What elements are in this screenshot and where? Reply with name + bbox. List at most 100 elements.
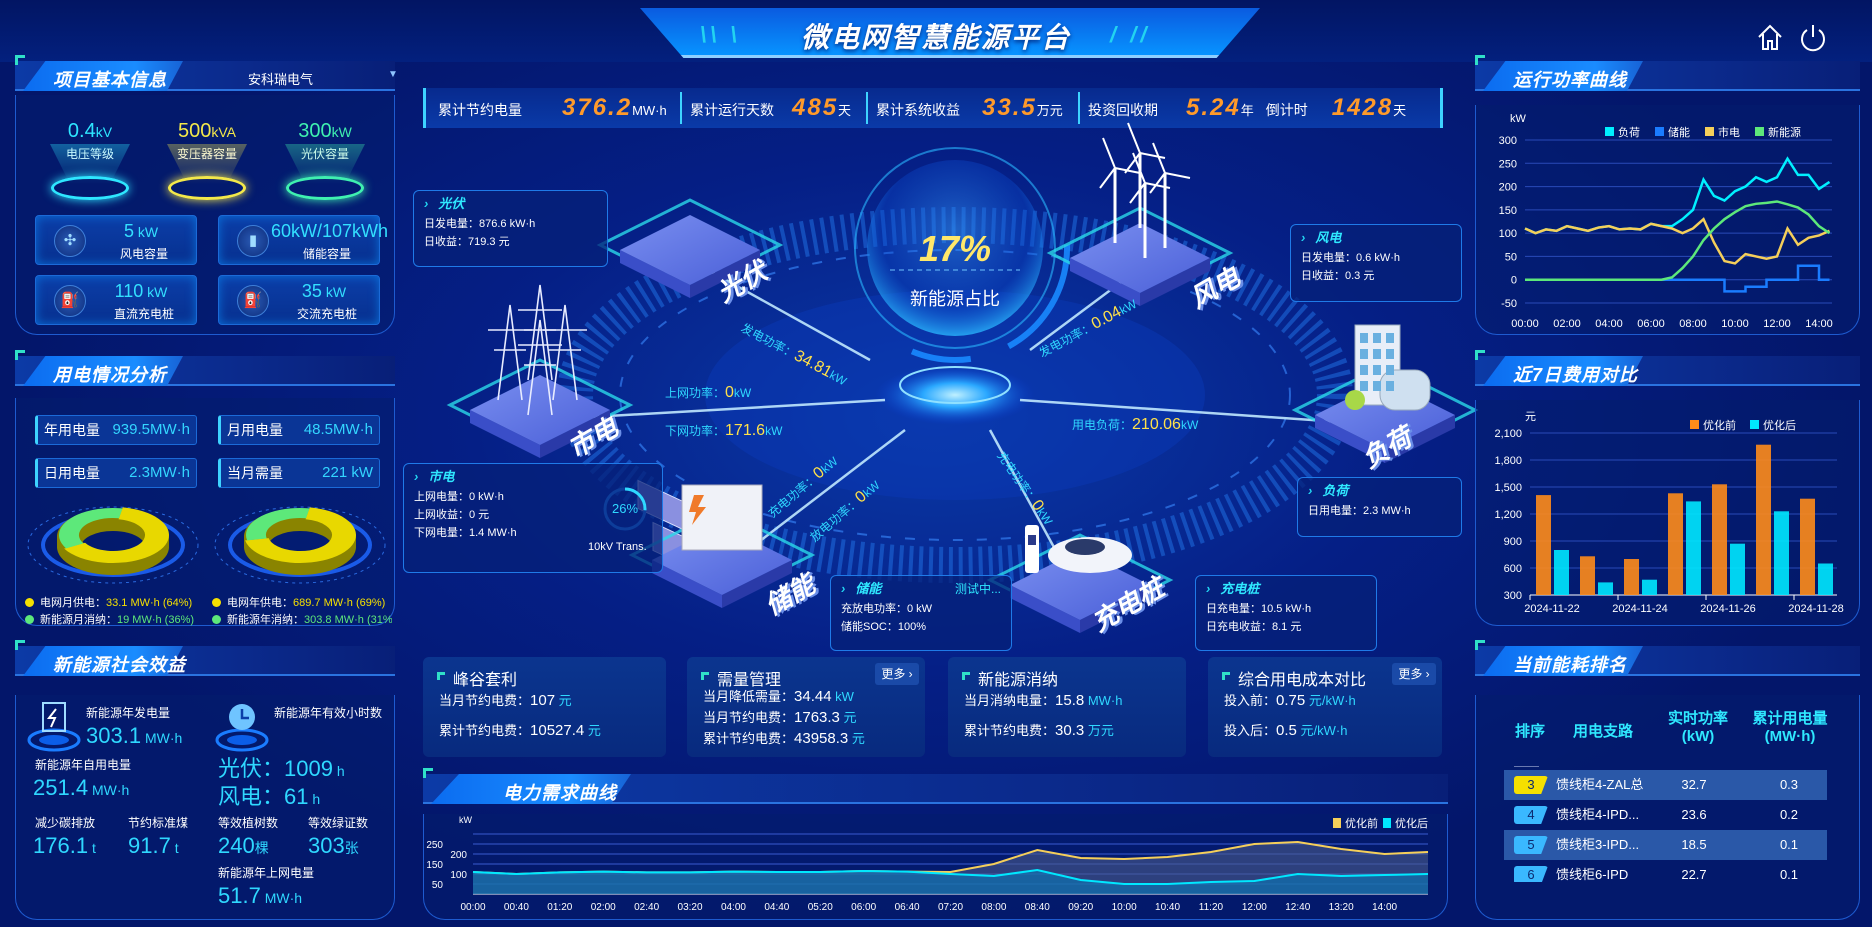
grid-info-box[interactable]: › 市电 上网电量：0 kW·h 上网收益：0 元下网电量：1.4 MW·h 26% …	[403, 463, 663, 573]
legend-label: 优化前	[1703, 418, 1736, 432]
platform-load	[1291, 324, 1479, 463]
donut-chart	[57, 507, 169, 575]
kpi-payback: 投资回收期 5.24年 倒计时 1428天	[1088, 94, 1407, 121]
charger-info-box[interactable]: › 充电桩 日充电量：10.5 kW·h 日充电收益：8.1 元	[1195, 575, 1377, 651]
capacity-box: ⛽ 110 kW 直流充电桩	[35, 275, 197, 325]
corner-icon	[701, 672, 709, 680]
home-icon[interactable]	[1755, 22, 1785, 52]
x-tick-label: 14:00	[1805, 318, 1833, 330]
col-rank: 排序	[1515, 723, 1546, 740]
y-tick-label: 300	[1504, 590, 1522, 602]
platform-charger	[986, 525, 1174, 633]
card-row: 累计节约电费：43958.3 元	[703, 730, 865, 747]
charger-icon	[1025, 525, 1039, 573]
rank-badge: 3	[1514, 776, 1548, 794]
storage-info-box[interactable]: › 储能 测试中... 充放电功率：0 kW 储能SOC：100%	[830, 575, 1012, 651]
legend-dot	[25, 615, 34, 624]
kpi-running-days: 累计运行天数 485天	[690, 94, 852, 121]
donut-base-dashed	[214, 506, 386, 584]
ranking-row[interactable]: 5 馈线柜3-IPD... 18.5 0.1	[1504, 830, 1827, 860]
core-ring	[899, 366, 1011, 404]
x-tick-label: 10:40	[1155, 902, 1180, 913]
company-select-value: 安科瑞电气	[248, 72, 314, 87]
divider	[1514, 766, 1539, 767]
panel-title: 项目基本信息	[53, 70, 167, 90]
x-tick-label: 2024-11-26	[1700, 603, 1755, 615]
corner-icon	[1475, 350, 1485, 360]
bar	[1580, 556, 1595, 595]
series-line-0	[1524, 156, 1831, 235]
core-glow	[875, 365, 1035, 425]
page-title: 微电网智慧能源平台	[800, 22, 1071, 53]
more-button[interactable]: 更多 ›	[1392, 663, 1436, 685]
corner-icon	[1475, 55, 1485, 65]
clock-icon	[215, 704, 269, 752]
corner-icon	[1222, 672, 1230, 680]
card-title: 新能源消纳	[978, 672, 1059, 689]
ranking-row[interactable]: 4 馈线柜4-IPD... 23.6 0.2	[1504, 800, 1827, 830]
legend-label: 新能源	[1768, 125, 1801, 139]
bar	[1668, 493, 1683, 595]
annual-generation-value: 303.1 MW·h	[86, 723, 183, 748]
platform-wind	[1046, 122, 1234, 306]
transformer-load-pct: 26%	[611, 501, 639, 516]
x-tick-label: 02:40	[634, 902, 659, 913]
usage-stat: 当月需量 221 kW	[218, 458, 380, 488]
rank-badge: 4	[1514, 806, 1548, 824]
legend-label: 负荷	[1618, 125, 1640, 139]
ranking-list[interactable]: 3 馈线柜4-ZAL总 32.7 0.3 4 馈线柜4-IPD... 23.6 0.2 5 馈线柜…	[1500, 770, 1840, 882]
chevron-right-icon: ›	[414, 469, 419, 484]
more-button[interactable]: 更多 ›	[875, 663, 919, 685]
legend-label: 优化后	[1395, 816, 1428, 830]
company-select[interactable]: 安科瑞电气 ▼	[210, 55, 398, 95]
wind-hours-value: 风电：61 h	[218, 784, 321, 809]
chevron-right-icon: ›	[1206, 581, 1211, 596]
y-tick-label: 250	[426, 840, 443, 851]
x-tick-label: 2024-11-24	[1612, 603, 1667, 615]
y-axis-unit: kW	[1510, 113, 1527, 125]
y-tick-label: 2,100	[1494, 428, 1522, 440]
card-title: 需量管理	[717, 672, 782, 689]
y-tick-label: 1,500	[1494, 482, 1522, 494]
ranking-row[interactable]: 6 馈线柜6-IPD 22.7 0.1	[1504, 860, 1827, 882]
card-row: 当月节约电费：107 元	[439, 692, 572, 709]
chevron-right-icon: ›	[424, 196, 429, 211]
flow-grid-up: 上网功率：0kW	[665, 384, 752, 401]
title-banner	[640, 8, 1260, 58]
legend-swatch	[1383, 818, 1391, 828]
panel-title: 近7日费用对比	[1513, 365, 1639, 385]
y-axis-unit: kW	[459, 815, 473, 825]
donut-charts	[27, 506, 386, 584]
legend-swatch	[1750, 420, 1759, 429]
x-tick-label: 08:00	[981, 902, 1006, 913]
x-tick-label: 00:00	[1511, 318, 1539, 330]
ranking-row[interactable]: 3 馈线柜4-ZAL总 32.7 0.3	[1504, 770, 1827, 800]
legend-swatch	[1755, 127, 1764, 136]
power-curve-panel	[1475, 105, 1860, 335]
y-axis-unit: 元	[1525, 411, 1536, 423]
legend-swatch	[1705, 127, 1714, 136]
coal-saving-label: 节约标准煤	[128, 816, 189, 830]
demand-curve-chart: kW 50 100 150 200 250 00:00 00:40 01:20 02:00 02:4…	[426, 815, 1429, 913]
x-tick-label: 05:20	[808, 902, 833, 913]
usage-stat: 年用电量 939.5MW·h	[35, 415, 197, 445]
x-tick-label: 04:00	[1595, 318, 1623, 330]
flow-grid-down: 下网功率：171.6kW	[665, 422, 783, 439]
x-tick-label: 04:40	[764, 902, 789, 913]
pv-info-box[interactable]: › 光伏 日发电量：876.6 kW·h 日收益：719.3 元	[413, 190, 608, 267]
power-icon[interactable]	[1798, 22, 1828, 52]
rank-badge: 6	[1514, 866, 1548, 882]
x-tick-label: 00:40	[504, 902, 529, 913]
bar	[1598, 582, 1613, 595]
summary-card: 综合用电成本对比 更多 › 投入前：0.75 元/kW·h 投入后：0.5 元/kW·…	[1208, 657, 1442, 757]
battery-icon: ▮	[237, 225, 269, 257]
wind-info-box[interactable]: › 风电 日发电量：0.6 kW·h 日收益：0.3 元	[1290, 224, 1462, 302]
x-tick-label: 2024-11-22	[1524, 603, 1579, 615]
panel-title: 用电情况分析	[53, 365, 167, 385]
power-curve-chart: kW -50 0 50 100 150 200 250 300 00:00 02:00 04:00 06…	[1499, 113, 1833, 330]
donut-legend-item: 新能源年消纳：303.8 MW·h (31%)	[212, 611, 392, 627]
bar	[1554, 550, 1569, 595]
load-info-box[interactable]: › 负荷 日用电量：2.3 MW·h	[1297, 477, 1462, 537]
storage-status: 测试中...	[954, 582, 1001, 596]
y-tick-label: 1,800	[1494, 455, 1522, 467]
